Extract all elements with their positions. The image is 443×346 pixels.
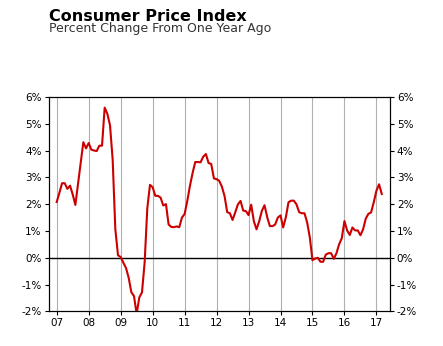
Text: Consumer Price Index: Consumer Price Index	[49, 9, 246, 24]
Text: Percent Change From One Year Ago: Percent Change From One Year Ago	[49, 22, 271, 36]
